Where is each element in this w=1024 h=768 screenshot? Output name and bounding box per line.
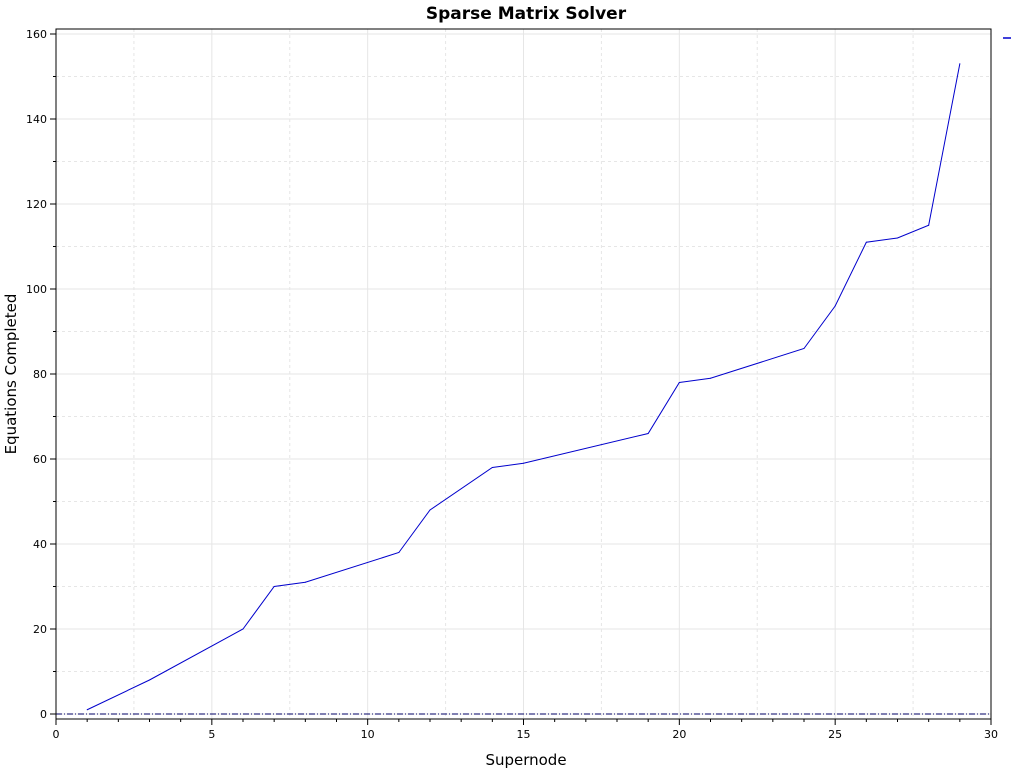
x-tick-label: 0 [53,728,60,741]
data-point [273,586,275,587]
series-line [86,63,961,711]
x-tick-label: 10 [361,728,375,741]
x-axis-title: Supernode [485,751,566,768]
data-point [429,509,431,511]
data-point [149,679,150,681]
x-tick-label: 5 [208,728,215,741]
data-point [959,63,961,65]
x-tick-label: 20 [672,728,686,741]
data-point [710,377,711,379]
x-axis: 0 5 10 15 20 25 30 [53,719,998,741]
y-tick-label: 120 [26,198,47,211]
y-axis-title: Equations Completed [2,294,20,455]
series-layer [86,63,961,711]
chart-title: Sparse Matrix Solver [426,4,627,24]
data-point [803,348,805,349]
data-point [523,462,524,464]
x-tick-label: 15 [517,728,531,741]
data-point [834,305,836,307]
data-point [897,237,898,239]
data-point [242,628,244,630]
data-point [86,709,88,711]
y-tick-label: 60 [33,453,47,466]
data-point [647,433,649,434]
data-point [865,241,867,243]
y-tick-label: 160 [26,28,47,41]
grid [55,29,992,719]
y-tick-label: 40 [33,538,47,551]
y-axis: 0 20 40 60 80 100 120 140 160 [26,28,56,721]
data-point [928,224,930,226]
y-tick-label: 80 [33,368,47,381]
y-tick-label: 20 [33,623,47,636]
y-tick-label: 0 [40,708,47,721]
data-point [678,382,680,383]
x-tick-label: 30 [984,728,998,741]
data-point [304,581,306,583]
data-point [491,467,493,468]
y-tick-label: 100 [26,283,47,296]
x-tick-label: 25 [828,728,842,741]
data-point [398,552,400,553]
y-tick-label: 140 [26,113,47,126]
